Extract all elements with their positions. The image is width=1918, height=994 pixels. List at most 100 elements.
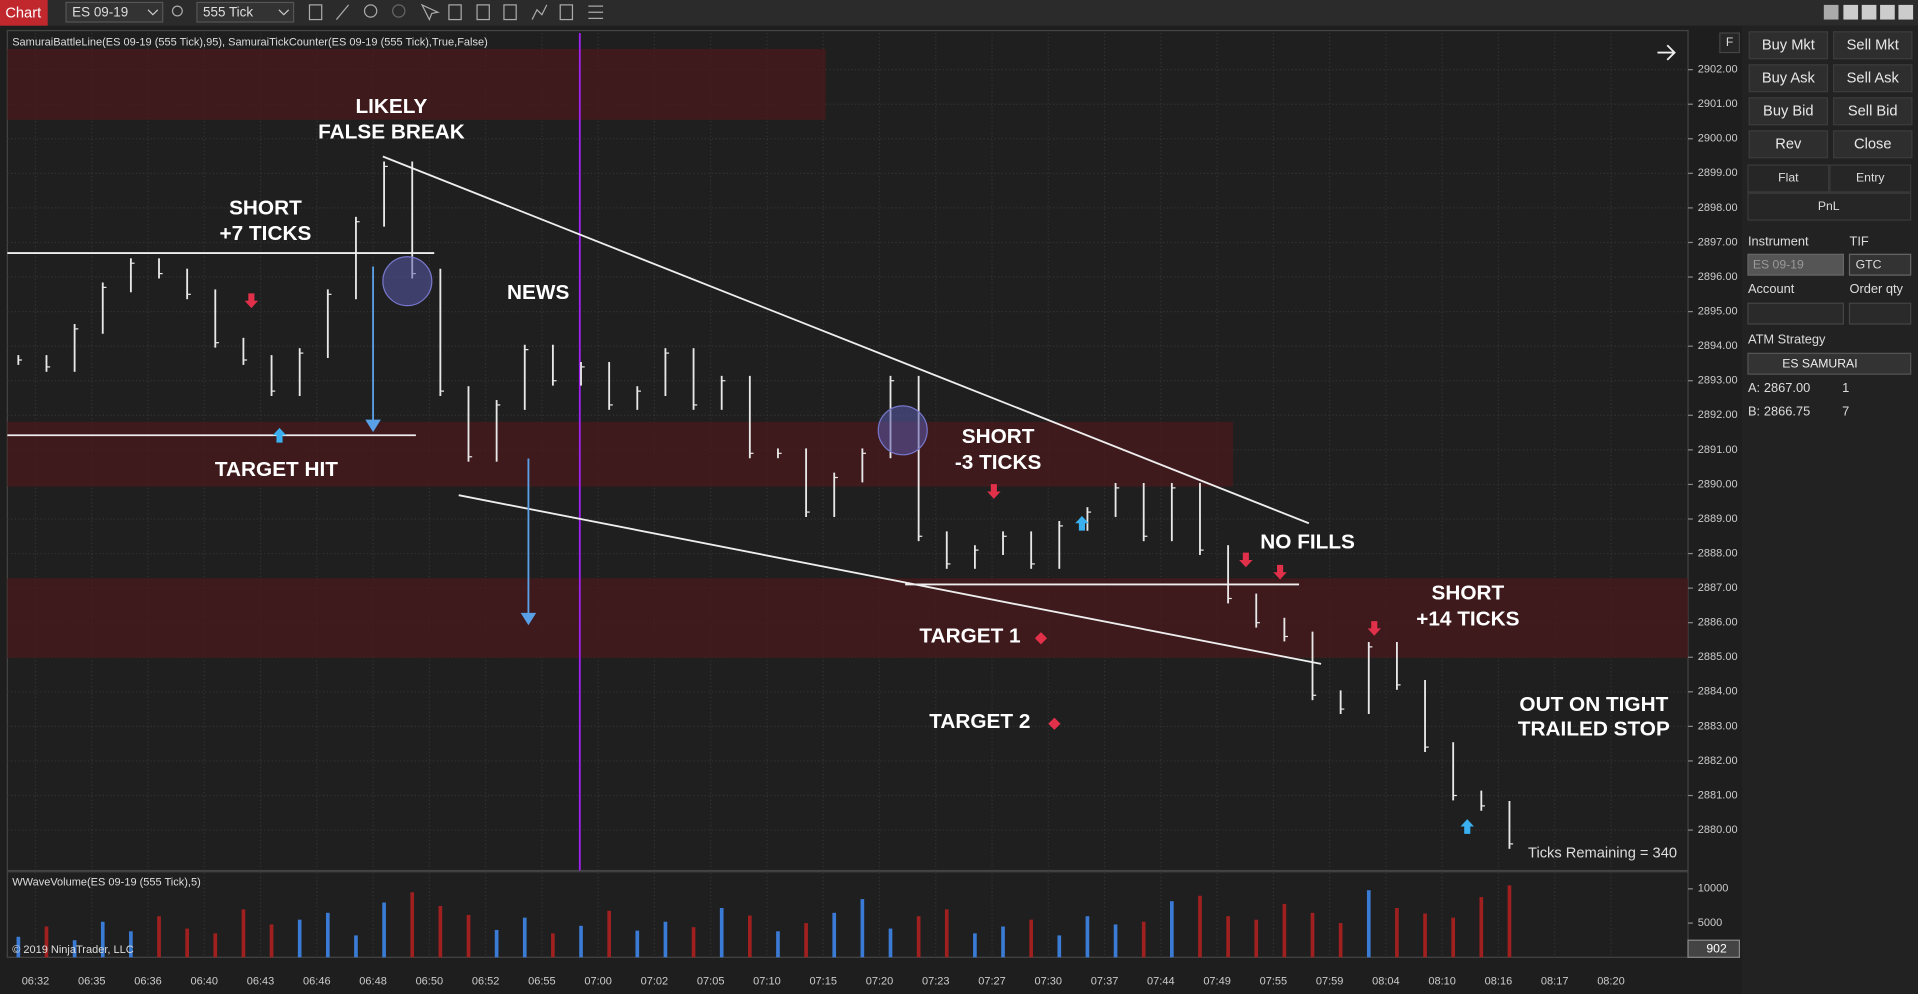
tool-icon[interactable] — [363, 4, 378, 18]
order-button-label: Sell Ask — [1847, 71, 1900, 87]
volume-bar — [1170, 901, 1174, 958]
volume-bar — [888, 928, 893, 958]
position-price: 2867.00 — [1764, 380, 1810, 395]
tool-icon[interactable] — [308, 4, 323, 21]
tool-icon[interactable] — [531, 4, 548, 20]
order-button[interactable] — [1832, 130, 1913, 159]
y-tick-label: 2895.00 — [1698, 306, 1738, 318]
y-tick-label: 2900.00 — [1698, 133, 1738, 145]
volume-bar — [551, 933, 555, 958]
x-tick-label: 07:37 — [1091, 976, 1119, 988]
window-button[interactable] — [1880, 4, 1895, 20]
window-buttons — [1823, 4, 1914, 20]
order-button[interactable] — [1748, 31, 1829, 60]
order-button[interactable] — [1832, 64, 1913, 93]
tool-icon[interactable] — [420, 3, 440, 22]
x-tick-label: 07:59 — [1316, 976, 1344, 988]
volume-bar — [1338, 923, 1343, 958]
volume-bar — [691, 927, 696, 958]
sell-signal — [1367, 621, 1382, 636]
tab-button[interactable] — [1747, 164, 1830, 193]
interval-select[interactable] — [196, 1, 295, 23]
y-tick-label: 2889.00 — [1698, 513, 1738, 525]
interval-select-label: 555 Tick — [203, 4, 253, 19]
x-tick-label: 06:43 — [247, 976, 275, 988]
tif-field[interactable] — [1848, 253, 1912, 276]
field-label: Account — [1748, 281, 1795, 296]
trend-line — [458, 494, 1322, 665]
target-marker — [1034, 632, 1048, 645]
x-tick-label: 07:20 — [866, 976, 894, 988]
order-button[interactable] — [1832, 31, 1913, 60]
annotation: SHORT — [229, 197, 302, 220]
buy-signal — [1075, 515, 1089, 531]
field-label: TIF — [1850, 233, 1869, 248]
volume-bar — [860, 899, 865, 958]
scroll-arrow[interactable] — [1657, 44, 1676, 61]
y-tick-label: 2885.00 — [1698, 651, 1738, 663]
supply-zone — [7, 421, 1234, 487]
tool-icon[interactable] — [559, 4, 574, 21]
tab-button[interactable] — [1829, 164, 1912, 193]
position-row: B: — [1748, 403, 1760, 418]
order-button-label: Sell Mkt — [1847, 38, 1899, 54]
volume-bar — [1254, 919, 1259, 958]
tool-icon[interactable] — [448, 4, 462, 21]
y-tick-label: 2886.00 — [1698, 617, 1738, 629]
volume-bar — [804, 923, 808, 958]
x-tick-label: 06:55 — [528, 976, 556, 988]
x-tick-label: 07:30 — [1035, 976, 1063, 988]
entry-circle — [877, 405, 928, 456]
pnl-label: PnL — [1818, 199, 1840, 213]
y-tick-label: 2887.00 — [1698, 582, 1738, 594]
arrow-head — [365, 419, 381, 433]
pnl-button[interactable] — [1747, 192, 1912, 221]
order-button[interactable] — [1748, 64, 1829, 93]
order-button[interactable] — [1748, 97, 1829, 126]
x-tick-label: 08:20 — [1597, 976, 1625, 988]
axes: 2902.00 2901.00 2900.00 2899.00 2898.00 2897.… — [22, 64, 1738, 988]
volume-bar — [410, 892, 415, 958]
tool-icon[interactable] — [335, 4, 350, 20]
window-button[interactable] — [1898, 4, 1914, 20]
chart-tab[interactable] — [0, 0, 48, 26]
annotation: +14 TICKS — [1416, 607, 1519, 630]
x-tick-label: 07:44 — [1147, 976, 1175, 988]
tool-icon[interactable] — [392, 4, 406, 18]
instrument-select[interactable] — [65, 1, 164, 23]
order-button[interactable] — [1832, 97, 1913, 126]
instrument-field-value: ES 09-19 — [1753, 258, 1804, 272]
atm-field[interactable] — [1747, 352, 1912, 375]
volume-bar — [1198, 895, 1202, 958]
atm-field-value: ES SAMURAI — [1782, 357, 1857, 371]
volume-indicator-label: WWaveVolume(ES 09-19 (555 Tick),5) — [12, 877, 201, 889]
volume-bar — [607, 910, 611, 958]
volume-bar — [1141, 921, 1146, 958]
indicator-label: SamuraiBattleLine(ES 09-19 (555 Tick),95… — [12, 37, 488, 49]
volume-bar — [635, 930, 640, 958]
volume-panel — [6, 871, 1689, 958]
f-button[interactable] — [1719, 32, 1741, 54]
window-button[interactable] — [1823, 4, 1839, 20]
annotation: TARGET 2 — [929, 710, 1030, 733]
order-button[interactable] — [1748, 130, 1829, 159]
search-icon[interactable] — [171, 5, 183, 17]
volume-marker — [1687, 939, 1741, 958]
x-tick-label: 07:27 — [978, 976, 1006, 988]
window-button[interactable] — [1861, 4, 1877, 20]
x-tick-label: 07:55 — [1260, 976, 1288, 988]
instrument-field[interactable] — [1747, 253, 1844, 276]
order-button-label: Close — [1854, 137, 1891, 153]
x-tick-label: 06:50 — [416, 976, 444, 988]
account-field[interactable] — [1747, 302, 1844, 325]
volume-bar — [72, 940, 77, 958]
tool-icon[interactable] — [588, 5, 604, 19]
tool-icon[interactable] — [503, 4, 517, 21]
window-button[interactable] — [1843, 4, 1859, 20]
field-label: ATM Strategy — [1748, 331, 1826, 346]
qty-field[interactable] — [1848, 302, 1912, 325]
x-tick-label: 07:10 — [753, 976, 781, 988]
volume-tick-label: 10000 — [1698, 883, 1729, 895]
tool-icon[interactable] — [476, 4, 490, 21]
